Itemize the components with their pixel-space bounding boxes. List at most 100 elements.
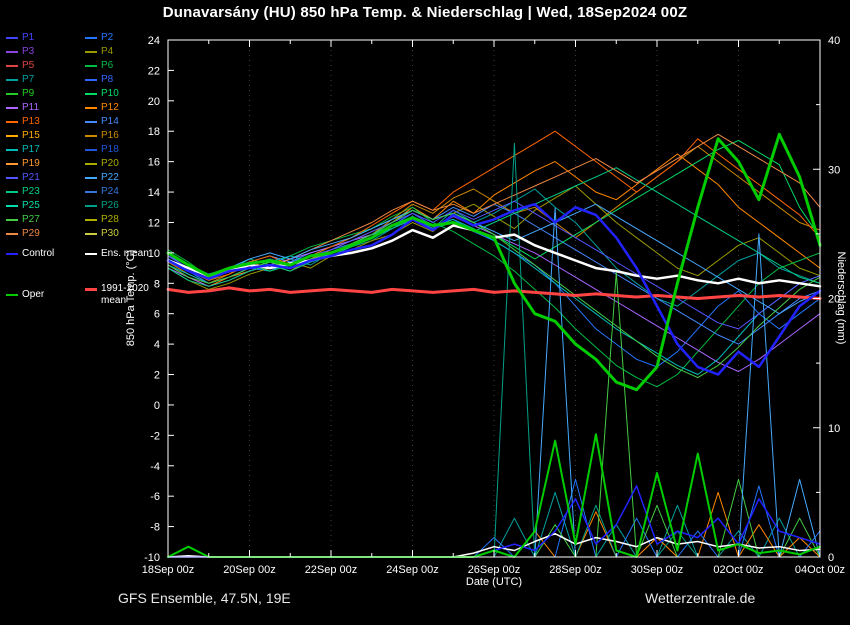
svg-text:18Sep 00z: 18Sep 00z (142, 564, 195, 576)
legend-item-p2: P2 (85, 32, 162, 43)
svg-text:18: 18 (148, 126, 160, 138)
legend-label-p24: P24 (101, 186, 119, 197)
legend-special-row-2: Oper 1991-2020 mean (6, 283, 162, 306)
svg-text:26Sep 00z: 26Sep 00z (468, 564, 521, 576)
svg-text:30Sep 00z: 30Sep 00z (631, 564, 684, 576)
member-line-swatch (85, 50, 97, 53)
member-line-swatch (85, 78, 97, 81)
legend-item-p14: P14 (85, 116, 162, 127)
control-line-swatch (6, 252, 18, 255)
legend-label-p3: P3 (22, 46, 35, 57)
legend-item-climate-mean: 1991-2020 mean (85, 283, 162, 306)
svg-text:02Oct 00z: 02Oct 00z (713, 564, 763, 576)
member-line-swatch (85, 148, 97, 151)
legend-label-p22: P22 (101, 172, 119, 183)
legend-label-p12: P12 (101, 102, 119, 113)
legend-item-p28: P28 (85, 214, 162, 225)
legend-item-p8: P8 (85, 74, 162, 85)
legend-item-p30: P30 (85, 228, 162, 239)
legend-item-p15: P15 (6, 130, 83, 141)
member-line-swatch (6, 92, 18, 95)
legend-item-p23: P23 (6, 186, 83, 197)
legend-label-p26: P26 (101, 200, 119, 211)
member-line-swatch (6, 232, 18, 235)
legend-item-p19: P19 (6, 158, 83, 169)
oper-line-swatch (6, 293, 18, 296)
member-line-swatch (6, 190, 18, 193)
member-line-swatch (85, 204, 97, 207)
chart-title: Dunavarsány (HU) 850 hPa Temp. & Nieders… (162, 4, 688, 21)
legend-item-oper: Oper (6, 283, 83, 306)
legend-item-control: Control (6, 248, 83, 259)
legend-item-p18: P18 (85, 144, 162, 155)
svg-text:2: 2 (154, 370, 160, 382)
legend-item-p7: P7 (6, 74, 83, 85)
svg-text:0: 0 (828, 552, 834, 564)
legend-label-p20: P20 (101, 158, 119, 169)
legend-special-row-1: Control Ens. mean (6, 248, 162, 259)
y-axis-title-right: Niederschlag (mm) (835, 251, 847, 345)
legend-label-control: Control (22, 248, 55, 259)
legend-label-p25: P25 (22, 200, 40, 211)
legend-item-p12: P12 (85, 102, 162, 113)
svg-text:04Oct 00z: 04Oct 00z (795, 564, 845, 576)
svg-text:-4: -4 (150, 461, 160, 473)
legend-item-p22: P22 (85, 172, 162, 183)
member-line-swatch (6, 134, 18, 137)
legend-label-p7: P7 (22, 74, 35, 85)
svg-text:10: 10 (828, 423, 840, 435)
legend-item-p27: P27 (6, 214, 83, 225)
legend-label-p14: P14 (101, 116, 119, 127)
legend-label-ens-mean: Ens. mean (101, 248, 149, 259)
member-line-swatch (6, 64, 18, 67)
svg-text:-10: -10 (144, 552, 160, 564)
svg-text:24: 24 (148, 35, 160, 47)
svg-text:-6: -6 (150, 491, 160, 503)
member-line-swatch (85, 106, 97, 109)
legend-label-p18: P18 (101, 144, 119, 155)
legend-label-p5: P5 (22, 60, 35, 71)
svg-text:22Sep 00z: 22Sep 00z (305, 564, 358, 576)
member-line-swatch (6, 218, 18, 221)
legend-label-p8: P8 (101, 74, 114, 85)
model-info-text: GFS Ensemble, 47.5N, 19E (118, 590, 291, 606)
legend-label-p29: P29 (22, 228, 40, 239)
legend-label-p13: P13 (22, 116, 40, 127)
legend-item-p9: P9 (6, 88, 83, 99)
svg-text:20: 20 (148, 96, 160, 108)
svg-text:12: 12 (148, 217, 160, 229)
legend-label-p4: P4 (101, 46, 114, 57)
legend-item-p6: P6 (85, 60, 162, 71)
legend: P1 P2 P3 P4 P5 P6 P7 P8 P9 P10 P11 P12 P13 P14 P15 P16 P… (6, 32, 162, 306)
svg-text:14: 14 (148, 187, 160, 199)
legend-item-p16: P16 (85, 130, 162, 141)
member-line-swatch (85, 64, 97, 67)
member-line-swatch (85, 190, 97, 193)
legend-item-p20: P20 (85, 158, 162, 169)
svg-text:6: 6 (154, 309, 160, 321)
legend-label-p28: P28 (101, 214, 119, 225)
svg-text:22: 22 (148, 65, 160, 77)
member-line-swatch (6, 36, 18, 39)
svg-text:28Sep 00z: 28Sep 00z (549, 564, 602, 576)
legend-item-p13: P13 (6, 116, 83, 127)
y-axis-title-left: 850 hPa Temp. (°C) (125, 249, 137, 347)
legend-item-p29: P29 (6, 228, 83, 239)
member-line-swatch (6, 204, 18, 207)
legend-label-p10: P10 (101, 88, 119, 99)
member-line-swatch (6, 148, 18, 151)
legend-item-p5: P5 (6, 60, 83, 71)
legend-label-p11: P11 (22, 102, 40, 113)
member-line-swatch (85, 36, 97, 39)
legend-item-p21: P21 (6, 172, 83, 183)
member-line-swatch (85, 176, 97, 179)
legend-label-climate-mean: 1991-2020 mean (101, 283, 149, 306)
member-line-swatch (6, 106, 18, 109)
legend-label-p19: P19 (22, 158, 40, 169)
legend-label-p9: P9 (22, 88, 35, 99)
svg-text:-8: -8 (150, 522, 160, 534)
svg-text:24Sep 00z: 24Sep 00z (386, 564, 439, 576)
svg-text:30: 30 (828, 164, 840, 176)
member-line-swatch (85, 218, 97, 221)
